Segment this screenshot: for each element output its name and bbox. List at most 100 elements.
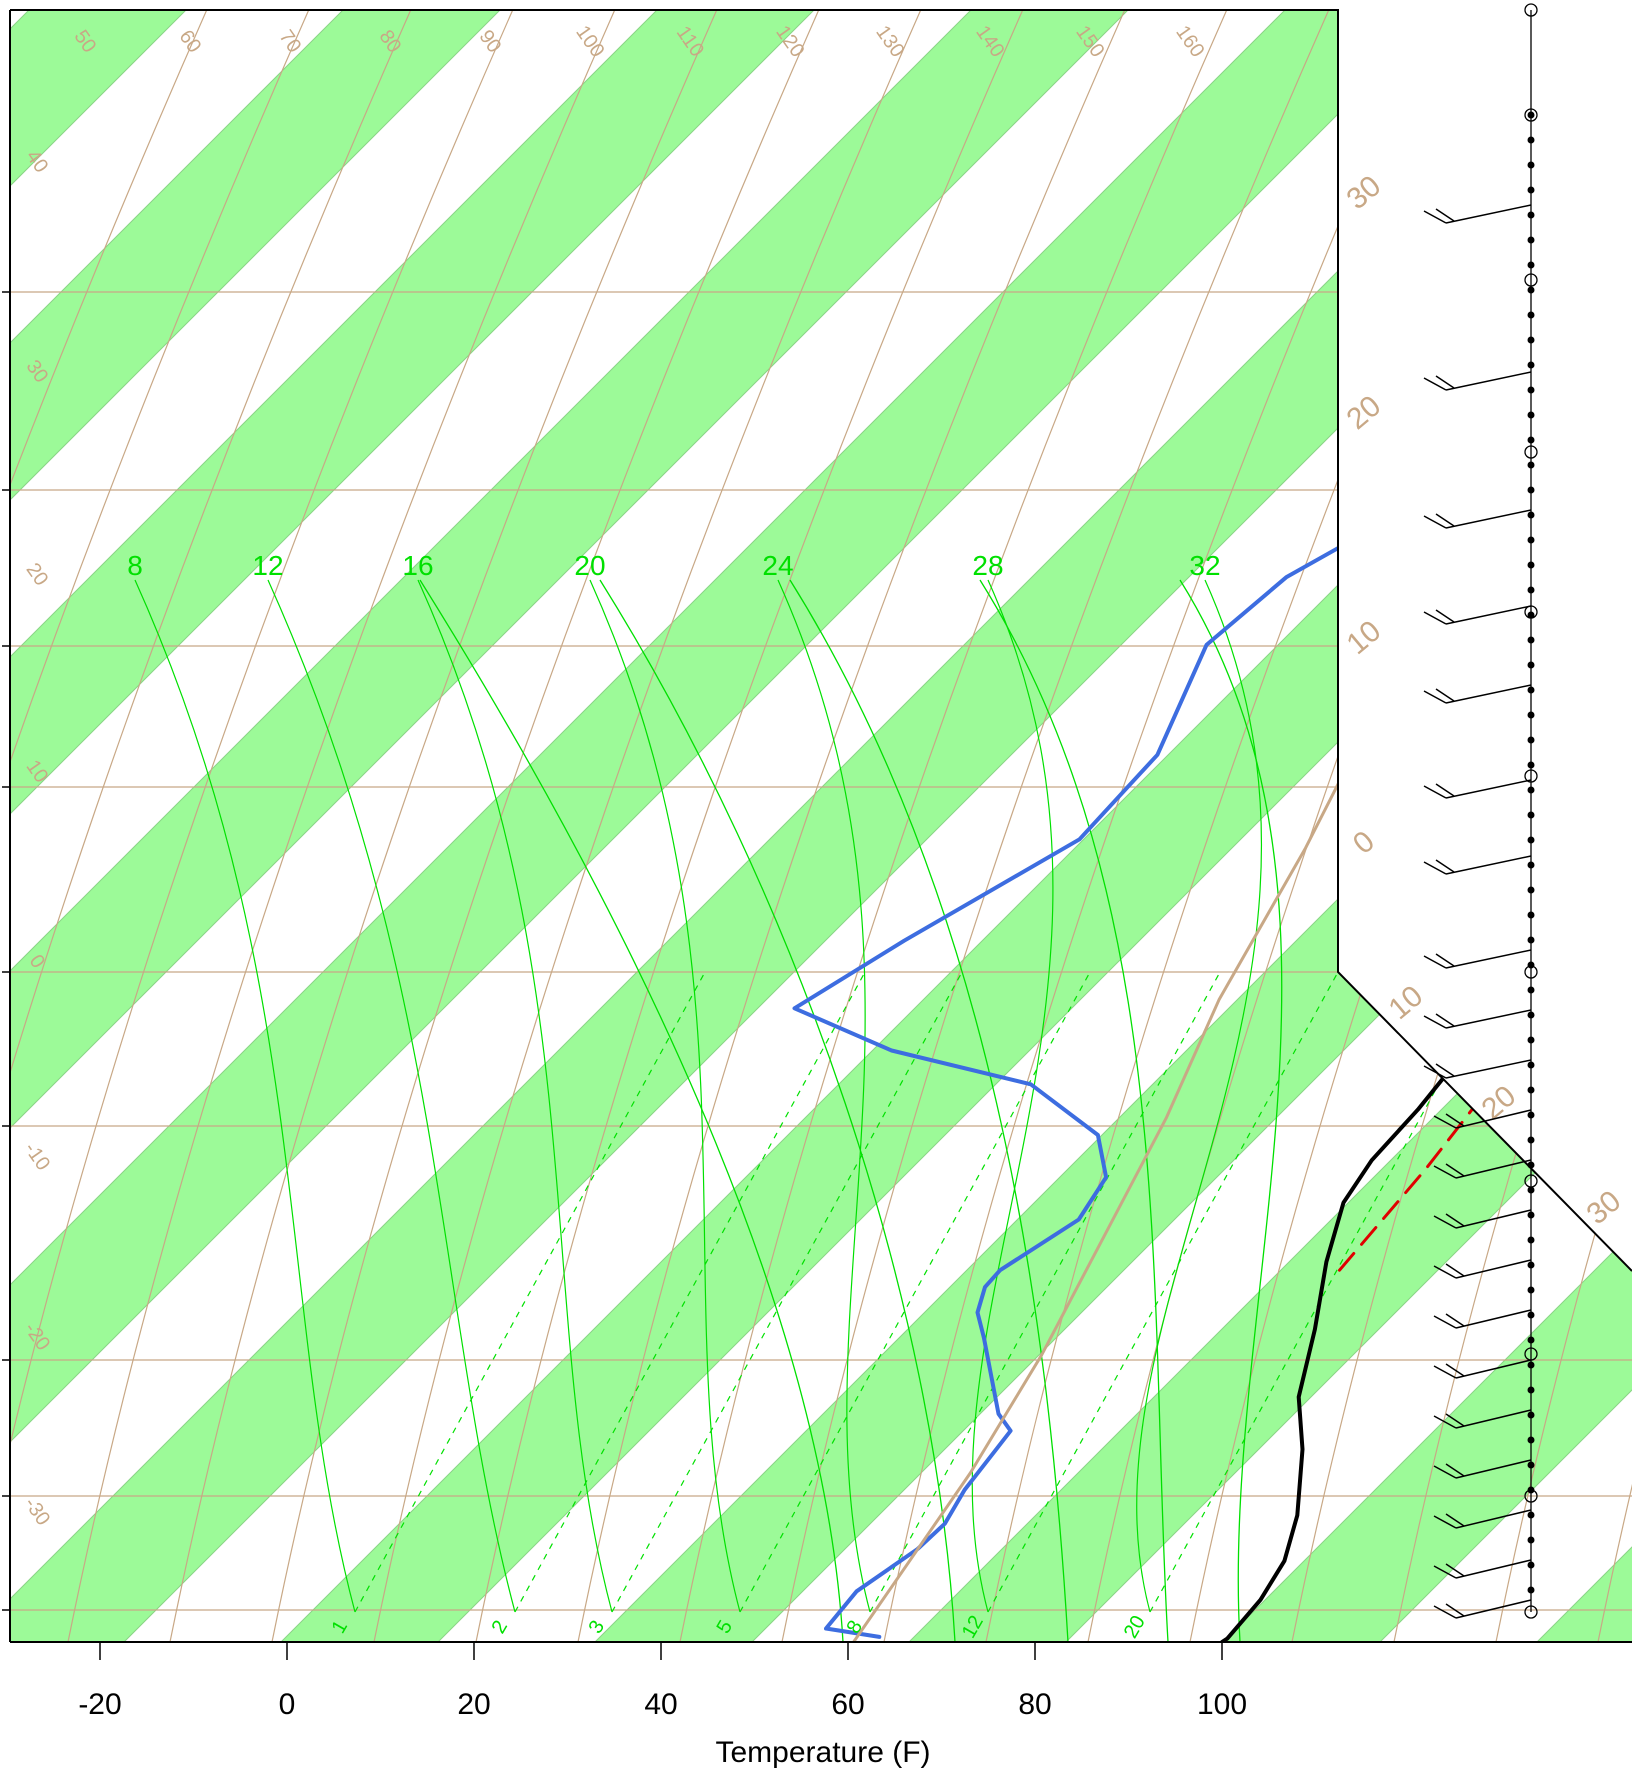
wind-level-dot <box>1527 311 1535 319</box>
wind-calm-circle <box>1524 1489 1538 1503</box>
wind-barb-feather <box>1423 611 1447 625</box>
wind-barb-feather <box>1423 1065 1447 1079</box>
wind-level-dot <box>1527 686 1535 694</box>
wind-barb-feather <box>1435 513 1455 527</box>
temperature-band <box>10 10 1632 1642</box>
wind-barb-staff <box>1445 684 1532 704</box>
wind-barb-feather <box>1435 1063 1455 1077</box>
wind-level-dot <box>1527 1261 1535 1269</box>
wind-level-dot <box>1527 411 1535 419</box>
wind-level-dot <box>1527 661 1535 669</box>
temperature-band <box>10 10 1584 1642</box>
mixing-ratio-dashed <box>611 971 963 1613</box>
wind-level-dot <box>1527 986 1535 994</box>
wind-level-dot <box>1527 1361 1535 1369</box>
mixing-ratio-label: 32 <box>1189 550 1220 581</box>
x-axis-tick-label: 0 <box>279 1688 296 1721</box>
wind-level-dot <box>1527 711 1535 719</box>
dewpoint-profile-line <box>792 152 1632 1639</box>
wind-barb-feather <box>1433 1165 1457 1179</box>
dry-adiabat <box>169 10 731 1642</box>
wind-barb-feather <box>1433 1515 1457 1529</box>
moist-adiabat <box>979 579 1169 1642</box>
wind-barb-feather <box>1433 1215 1457 1229</box>
wind-level-dot <box>1527 1236 1535 1244</box>
wind-barb-feather <box>1433 1605 1457 1619</box>
wind-level-dot <box>1527 186 1535 194</box>
wind-level-dot <box>1527 1386 1535 1394</box>
wind-barb-feather <box>1423 955 1447 969</box>
mixing-ratio-line <box>417 579 613 1613</box>
wind-calm-circle <box>1524 3 1538 17</box>
x-axis-title: Temperature (F) <box>715 1736 930 1769</box>
wind-level-dot <box>1527 1061 1535 1069</box>
wind-barb-feather <box>1445 1263 1465 1277</box>
wind-level-dot <box>1527 1511 1535 1519</box>
wind-level-dot <box>1527 286 1535 294</box>
wind-level-dot <box>1527 886 1535 894</box>
wind-level-dot <box>1527 911 1535 919</box>
dry-adiabat <box>475 10 1037 1642</box>
wind-barb-staff <box>1455 1159 1532 1179</box>
wind-barb-staff <box>1455 1209 1532 1229</box>
wind-barb-feather <box>1433 1115 1457 1129</box>
mixing-ratio-dashed <box>1149 971 1501 1613</box>
wind-level-dot <box>1527 1286 1535 1294</box>
wind-barb-feather <box>1445 1163 1465 1177</box>
wind-barb-feather <box>1445 1213 1465 1227</box>
mixing-ratio-line <box>267 579 516 1613</box>
wind-level-dot <box>1527 1311 1535 1319</box>
wind-barb-staff <box>1455 1359 1532 1379</box>
wind-calm-circle <box>1524 108 1538 122</box>
wind-level-dot <box>1527 161 1535 169</box>
mixing-ratio-label: 8 <box>127 550 143 581</box>
wind-barb-feather <box>1423 377 1447 391</box>
moist-adiabat-lines <box>419 579 1283 1642</box>
temperature-band <box>593 10 1632 1642</box>
wind-level-dot <box>1527 1461 1535 1469</box>
mixing-ratio-line <box>1136 579 1263 1613</box>
wind-level-dot <box>1527 211 1535 219</box>
wind-barb-feather <box>1423 1015 1447 1029</box>
wind-level-dot <box>1527 561 1535 569</box>
wind-level-dot <box>1527 1536 1535 1544</box>
moist-adiabat <box>789 579 1069 1642</box>
wind-barb-feather <box>1435 609 1455 623</box>
wind-barb-feather <box>1445 1603 1465 1617</box>
wind-barb-feather <box>1433 1565 1457 1579</box>
mixing-ratio-label: 28 <box>972 550 1003 581</box>
x-axis: -20 0 20 40 60 80 100 Temperature (F) <box>78 1642 1247 1769</box>
wind-calm-circle <box>1524 445 1538 459</box>
x-axis-tick-label: 40 <box>644 1688 677 1721</box>
wind-barb-feather <box>1435 783 1455 797</box>
wind-barb-staff <box>1445 949 1532 969</box>
wind-level-dot <box>1527 1561 1535 1569</box>
wind-barb-staff <box>1445 204 1532 224</box>
wind-barb-feather <box>1435 208 1455 222</box>
wind-level-dot <box>1527 1086 1535 1094</box>
wind-level-dot <box>1527 1036 1535 1044</box>
mixing-ratio-dashed <box>354 971 706 1613</box>
wind-barb-feather <box>1433 1365 1457 1379</box>
temperature-band <box>10 10 1270 1642</box>
wind-barb-staff <box>1455 1409 1532 1429</box>
wind-calm-circle <box>1524 273 1538 287</box>
dry-adiabat <box>10 10 527 1642</box>
wind-barb-feather <box>1423 861 1447 875</box>
wind-level-dot <box>1527 611 1535 619</box>
wind-level-dot <box>1527 1411 1535 1419</box>
wind-level-dot <box>1527 861 1535 869</box>
wind-level-dot <box>1527 111 1535 119</box>
wind-barb-staff <box>1455 1509 1532 1529</box>
wind-calm-circle <box>1524 1174 1538 1188</box>
wind-calm-circle <box>1524 965 1538 979</box>
dry-adiabat <box>10 10 221 1642</box>
wind-calm-circle <box>1524 1605 1538 1619</box>
wind-barb-staff <box>1445 1009 1532 1029</box>
wind-barb-feather <box>1433 1315 1457 1329</box>
wind-barb-feather <box>1435 1013 1455 1027</box>
x-axis-tick-label: 100 <box>1197 1688 1247 1721</box>
wind-level-dot <box>1527 436 1535 444</box>
dry-adiabat <box>67 10 629 1642</box>
wind-barb-staff <box>1445 371 1532 391</box>
